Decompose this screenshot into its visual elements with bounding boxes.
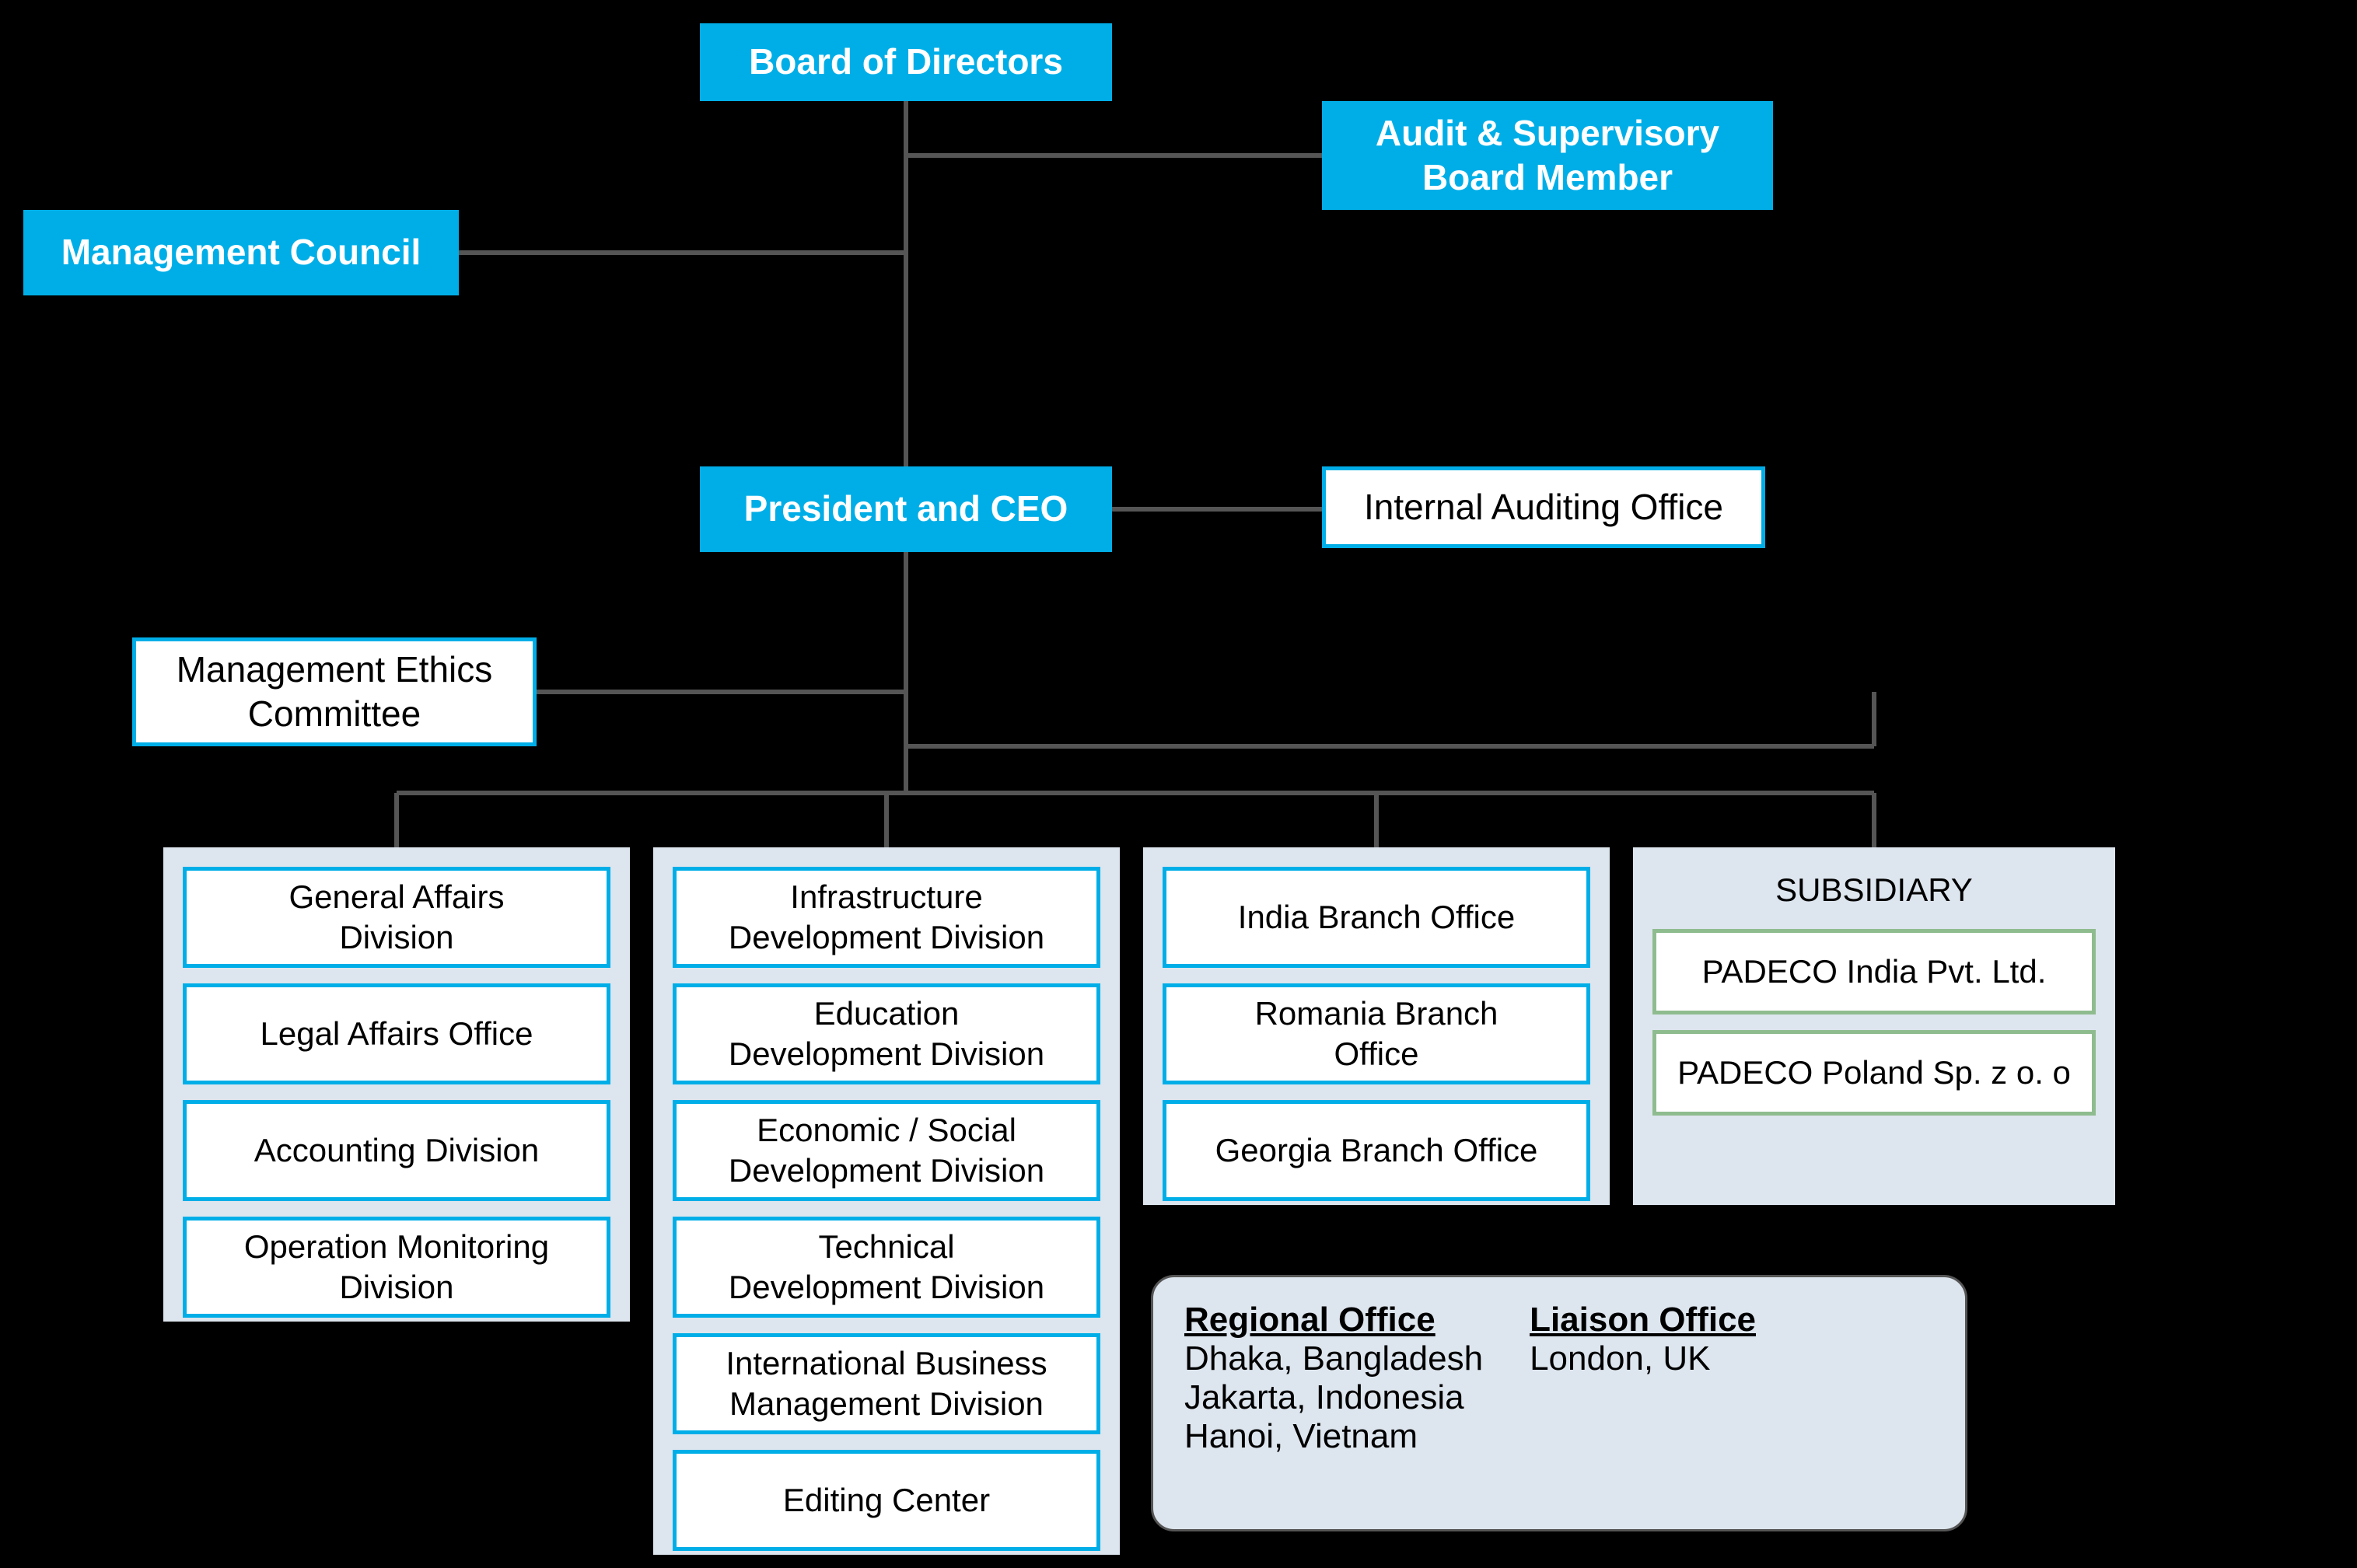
- node-label: Management EthicsCommittee: [177, 648, 493, 737]
- node-label: Management Council: [61, 230, 421, 275]
- node-label: Board of Directors: [749, 40, 1063, 85]
- node-management-council: Management Council: [23, 210, 459, 295]
- group-title: SUBSIDIARY: [1652, 867, 2096, 913]
- liaison-office-line: London, UK: [1530, 1339, 1756, 1378]
- liaison-office-header: Liaison Office: [1530, 1301, 1756, 1339]
- regional-office-col: Regional Office Dhaka, Bangladesh Jakart…: [1184, 1301, 1483, 1456]
- node-padeco-india: PADECO India Pvt. Ltd.: [1652, 929, 2096, 1014]
- node-tech: TechnicalDevelopment Division: [673, 1217, 1100, 1318]
- node-eco: Economic / SocialDevelopment Division: [673, 1100, 1100, 1201]
- regional-office-line: Jakarta, Indonesia: [1184, 1378, 1483, 1417]
- node-label: Audit & SupervisoryBoard Member: [1376, 111, 1719, 201]
- node-padeco-poland: PADECO Poland Sp. z o. o: [1652, 1030, 2096, 1116]
- node-ethics: Management EthicsCommittee: [132, 637, 537, 746]
- node-president: President and CEO: [700, 466, 1112, 552]
- node-intl-biz: International BusinessManagement Divisio…: [673, 1333, 1100, 1434]
- node-romania: Romania BranchOffice: [1163, 983, 1590, 1084]
- node-edu: EducationDevelopment Division: [673, 983, 1100, 1084]
- node-op-mon: Operation MonitoringDivision: [183, 1217, 610, 1318]
- node-accounting: Accounting Division: [183, 1100, 610, 1201]
- node-infra: InfrastructureDevelopment Division: [673, 867, 1100, 968]
- regional-office-line: Hanoi, Vietnam: [1184, 1417, 1483, 1456]
- node-label: President and CEO: [744, 487, 1068, 532]
- node-georgia: Georgia Branch Office: [1163, 1100, 1590, 1201]
- regional-office-header: Regional Office: [1184, 1301, 1483, 1339]
- node-label: Internal Auditing Office: [1364, 485, 1723, 530]
- node-board: Board of Directors: [700, 23, 1112, 101]
- regional-office-line: Dhaka, Bangladesh: [1184, 1339, 1483, 1378]
- liaison-office-col: Liaison Office London, UK: [1530, 1301, 1756, 1456]
- node-india: India Branch Office: [1163, 867, 1590, 968]
- node-editing: Editing Center: [673, 1450, 1100, 1551]
- node-general-affairs: General AffairsDivision: [183, 867, 610, 968]
- offices-box: Regional Office Dhaka, Bangladesh Jakart…: [1151, 1275, 1967, 1531]
- node-internal-audit: Internal Auditing Office: [1322, 466, 1765, 548]
- node-audit-board: Audit & SupervisoryBoard Member: [1322, 101, 1773, 210]
- node-legal: Legal Affairs Office: [183, 983, 610, 1084]
